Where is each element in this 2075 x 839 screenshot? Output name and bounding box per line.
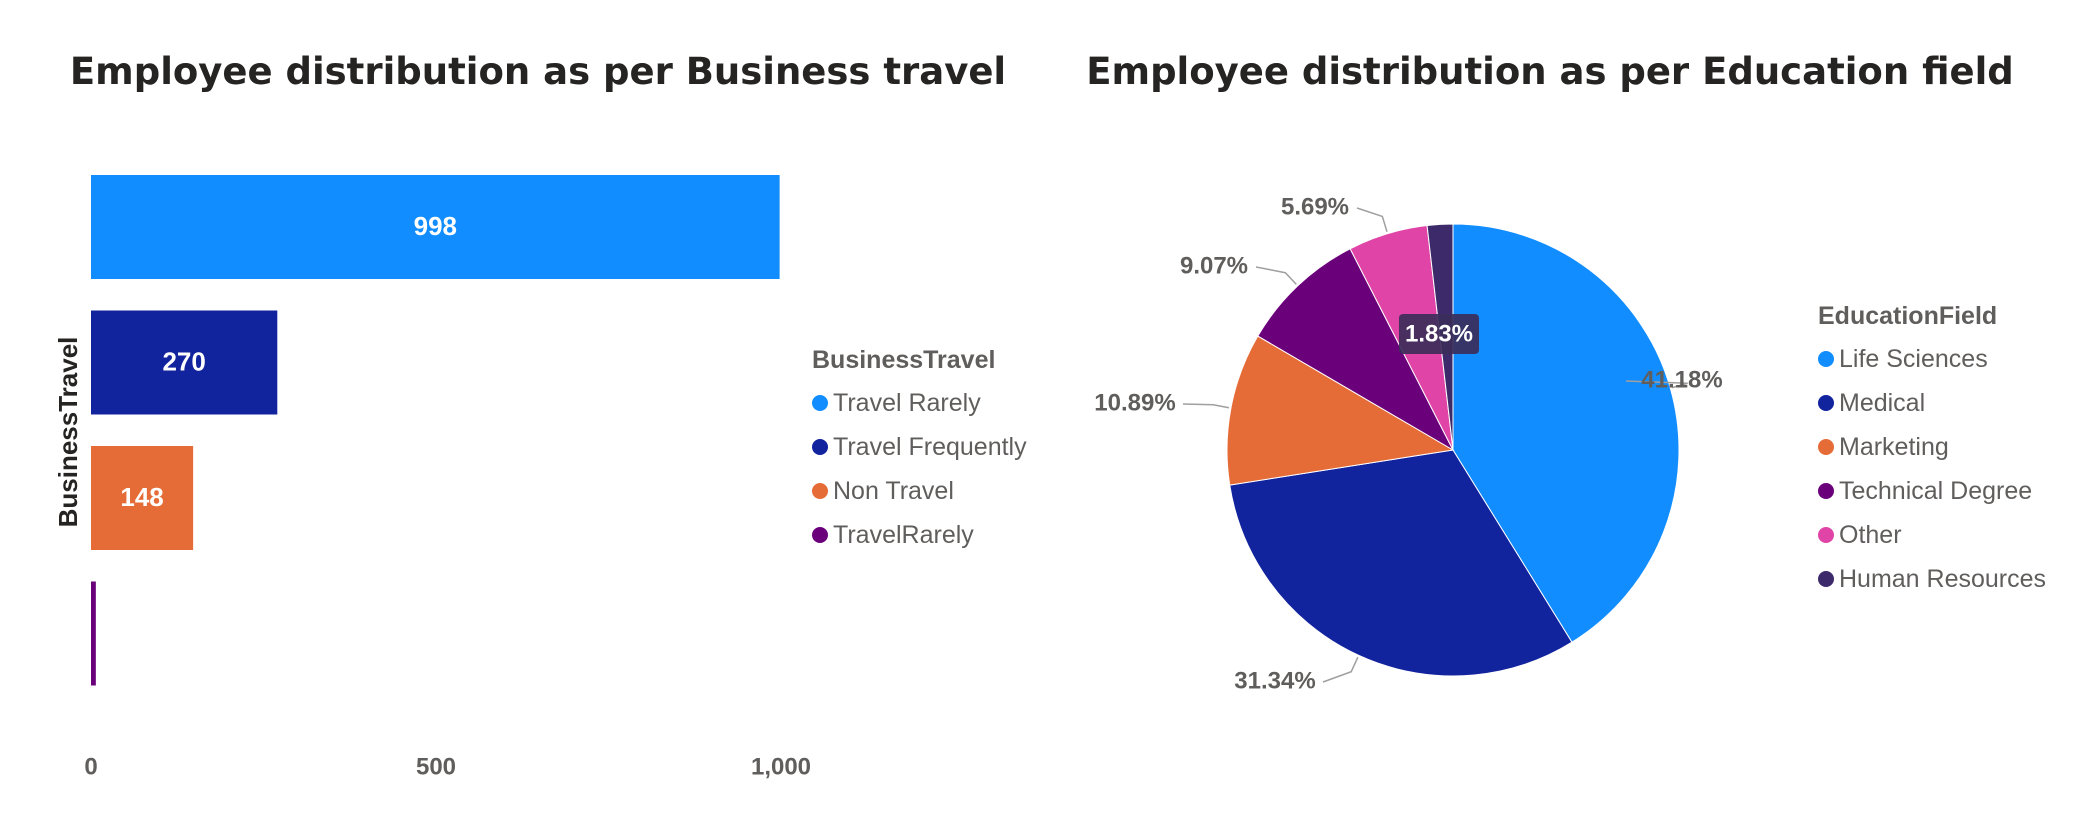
bar[interactable] — [91, 175, 780, 279]
legend-item[interactable]: Life Sciences — [1818, 337, 2046, 381]
data-label-background — [1399, 314, 1479, 354]
legend-marker — [1818, 571, 1834, 587]
x-tick-label: 500 — [416, 753, 456, 780]
legend-title: EducationField — [1818, 302, 1998, 330]
x-tick-label: 1,000 — [751, 753, 811, 780]
legend-label: Travel Rarely — [833, 388, 981, 417]
data-label: 9.07% — [1180, 252, 1248, 279]
leader-line — [1356, 207, 1388, 232]
bar[interactable] — [91, 581, 96, 686]
bar[interactable] — [91, 446, 194, 550]
education-field-chart: Employee distribution as per Education f… — [1040, 0, 2060, 839]
legend-item[interactable]: Non Travel — [812, 469, 1027, 513]
data-label: 31.34% — [1234, 667, 1315, 694]
data-label: 41.18% — [1641, 366, 1722, 393]
legend-marker — [1818, 483, 1834, 499]
legend-marker — [1818, 351, 1834, 367]
legend-item[interactable]: Technical Degree — [1818, 469, 2046, 513]
data-label: 998 — [414, 211, 457, 241]
legend-item[interactable]: Other — [1818, 513, 2046, 557]
data-label: 10.89% — [1094, 389, 1175, 416]
legend-title: BusinessTravel — [812, 346, 996, 374]
legend-label: Human Resources — [1839, 564, 2047, 593]
legend-label: Other — [1839, 520, 1902, 549]
y-axis-label: BusinessTravel — [53, 337, 83, 528]
data-label: 1.83% — [1405, 320, 1473, 347]
legend-label: Marketing — [1839, 432, 1949, 461]
legend-label: Technical Degree — [1839, 476, 2033, 505]
legend-item[interactable]: Travel Rarely — [812, 381, 1027, 425]
chart-title: Employee distribution as per Business tr… — [69, 50, 1007, 93]
x-tick-label: 0 — [84, 753, 97, 780]
legend-label: Travel Frequently — [833, 432, 1027, 461]
legend-marker — [812, 439, 828, 455]
pie-slice[interactable] — [1257, 248, 1455, 452]
pie-slice[interactable] — [1229, 449, 1573, 677]
pie-slice[interactable] — [1226, 335, 1455, 486]
legend-marker — [812, 527, 828, 543]
bar[interactable] — [91, 310, 278, 415]
leader-line — [1625, 380, 1688, 389]
leader-line — [1182, 403, 1230, 409]
legend-label: TravelRarely — [833, 520, 974, 549]
legend-marker — [1818, 527, 1834, 543]
legend-marker — [1818, 395, 1834, 411]
data-label: 5.69% — [1281, 193, 1349, 220]
chart-title: Employee distribution as per Education f… — [1086, 50, 2014, 93]
bar-chart-plot: BusinessTravel 998 270 148 0 500 1,000 — [53, 175, 811, 780]
legend-item[interactable]: Medical — [1818, 381, 2046, 425]
leader-line — [1255, 266, 1297, 285]
legend-label: Non Travel — [833, 476, 954, 505]
leader-line — [1322, 656, 1359, 683]
data-label: 148 — [120, 482, 163, 512]
legend-marker — [812, 483, 828, 499]
legend-item[interactable]: Human Resources — [1818, 557, 2046, 601]
legend: EducationField Life Sciences Medical Marke… — [1818, 302, 2046, 601]
data-label: 270 — [162, 346, 205, 376]
legend-item[interactable]: Marketing — [1818, 425, 2046, 469]
business-travel-chart: Employee distribution as per Business tr… — [36, 0, 1040, 839]
legend-item[interactable]: TravelRarely — [812, 513, 1027, 557]
legend-marker — [1818, 439, 1834, 455]
pie-slice[interactable] — [1452, 223, 1680, 643]
legend-item[interactable]: Travel Frequently — [812, 425, 1027, 469]
legend-label: Medical — [1839, 388, 1926, 417]
pie-chart-plot: 41.18% 31.34% 10.89% 9.07% 5.69% 1.83% — [1094, 193, 1722, 694]
legend-marker — [812, 395, 828, 411]
legend: BusinessTravel Travel Rarely Travel Frequ… — [812, 346, 1027, 557]
legend-label: Life Sciences — [1839, 344, 1988, 373]
